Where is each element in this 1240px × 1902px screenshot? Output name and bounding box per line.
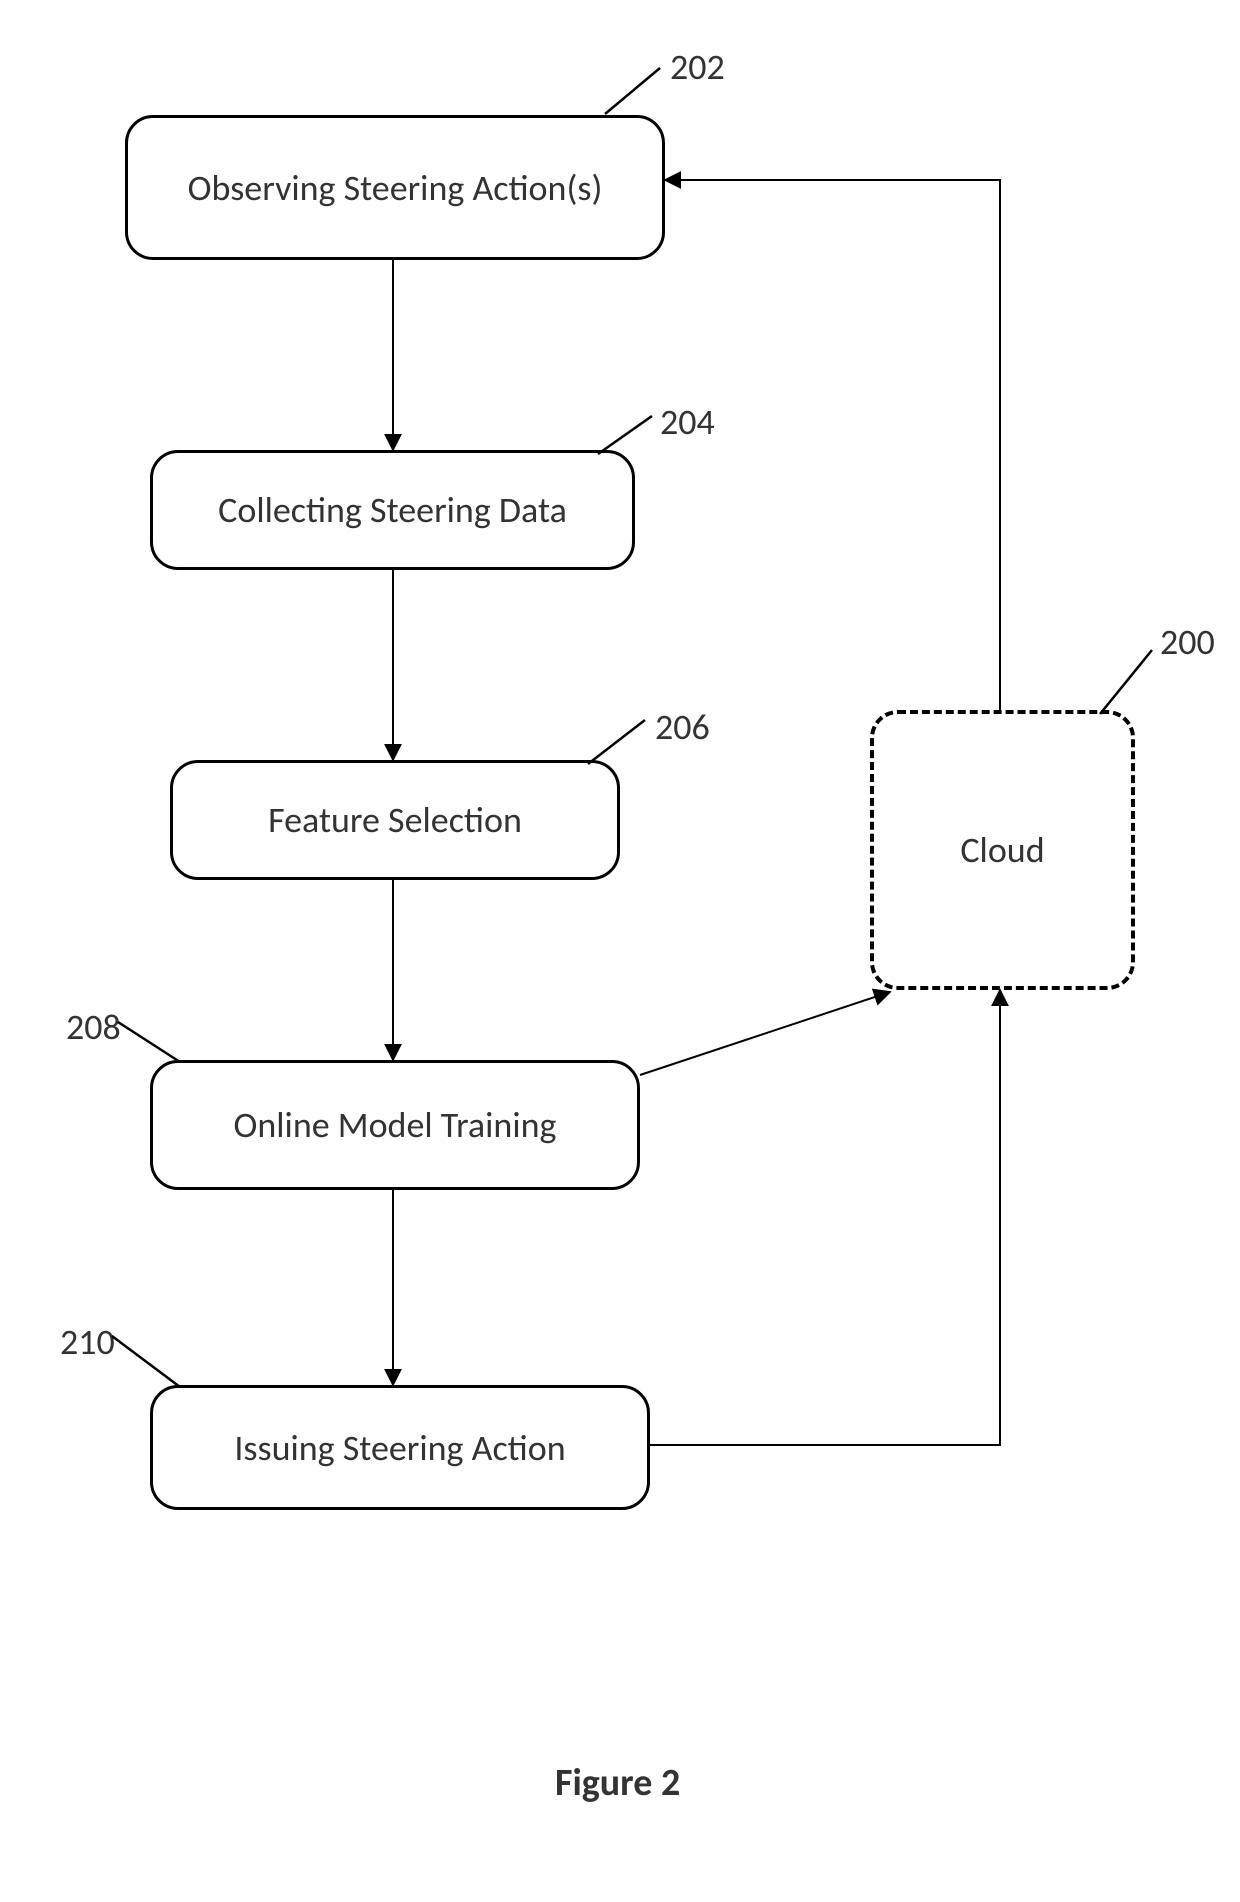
edge-210-to-cloud [650,990,1000,1445]
edge-cloud-to-202 [665,180,1000,710]
leader-208 [118,1022,180,1062]
node-feature-selection: Feature Selection [170,760,620,880]
node-online-model-training: Online Model Training [150,1060,640,1190]
node-label: Collecting Steering Data [218,488,567,532]
node-observing-steering-actions: Observing Steering Action(s) [125,115,665,260]
ref-label-200: 200 [1160,620,1215,664]
leader-200 [1100,650,1152,714]
ref-label-208: 208 [66,1005,121,1049]
node-label: Observing Steering Action(s) [188,166,603,210]
edge-208-to-cloud [640,992,890,1075]
node-label: Issuing Steering Action [234,1426,565,1470]
leader-202 [605,68,660,114]
leader-204 [598,416,652,454]
leader-210 [112,1336,180,1387]
node-label: Feature Selection [268,798,522,842]
node-issuing-steering-action: Issuing Steering Action [150,1385,650,1510]
node-label: Online Model Training [234,1103,557,1147]
ref-label-204: 204 [660,400,715,444]
leader-206 [588,720,645,764]
ref-label-202: 202 [670,45,725,89]
node-label: Cloud [960,828,1044,872]
node-collecting-steering-data: Collecting Steering Data [150,450,635,570]
ref-label-210: 210 [60,1320,115,1364]
ref-label-206: 206 [655,705,710,749]
node-cloud: Cloud [870,710,1135,990]
figure-caption: Figure 2 [555,1760,680,1806]
